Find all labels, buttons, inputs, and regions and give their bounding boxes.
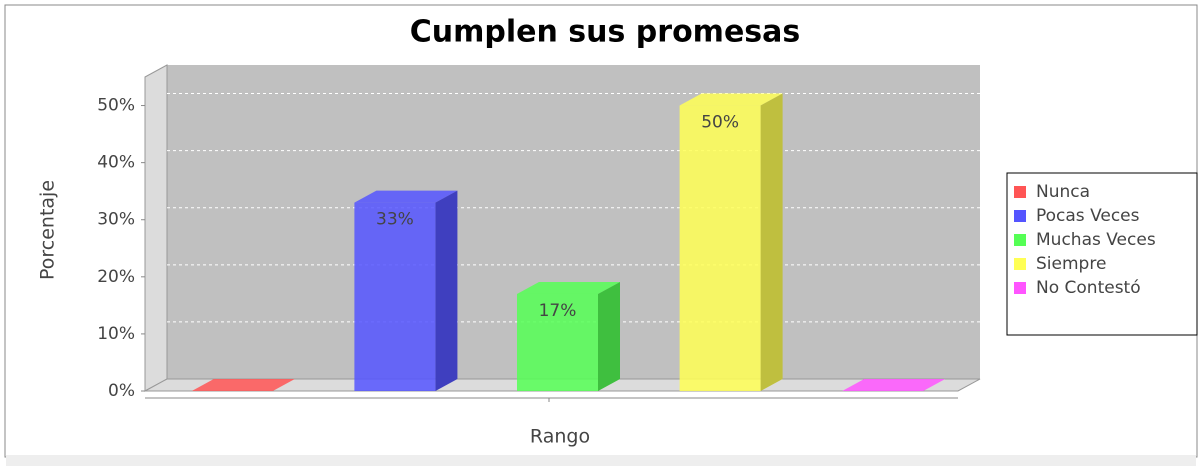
- legend-label: No Contestó: [1036, 278, 1141, 298]
- legend-swatch: [1014, 282, 1026, 294]
- bar-side-shade: [598, 281, 620, 391]
- bar: [679, 105, 761, 391]
- side-wall: [144, 64, 168, 392]
- y-tick-label: 10%: [97, 324, 135, 344]
- x-axis-label: Rango: [530, 426, 590, 448]
- y-tick-label: 0%: [108, 381, 135, 401]
- data-label: 50%: [701, 113, 739, 133]
- y-tick-label: 20%: [97, 267, 135, 287]
- legend-swatch: [1014, 186, 1026, 198]
- legend-label: Nunca: [1036, 182, 1090, 202]
- bar: [354, 202, 436, 391]
- legend-label: Muchas Veces: [1036, 230, 1156, 250]
- bar-top: [679, 93, 783, 106]
- legend-swatch: [1014, 210, 1026, 222]
- legend-label: Siempre: [1036, 254, 1106, 274]
- bar-top: [354, 190, 458, 203]
- bar-side-shade: [760, 93, 783, 391]
- bar-side: [435, 190, 458, 391]
- bar-side: [598, 281, 620, 391]
- data-label: 17%: [539, 301, 577, 321]
- bar-top: [191, 379, 295, 391]
- y-axis-label: Porcentaje: [37, 180, 59, 280]
- bar-top: [517, 281, 620, 294]
- legend-swatch: [1014, 234, 1026, 246]
- bar: [517, 293, 598, 391]
- legend-label: Pocas Veces: [1036, 206, 1140, 226]
- legend-swatch: [1014, 258, 1026, 270]
- y-tick-label: 50%: [97, 96, 135, 116]
- status-strip: [6, 455, 1196, 466]
- chart-title: Cumplen sus promesas: [410, 15, 801, 50]
- y-tick-label: 40%: [97, 153, 135, 173]
- data-label: 33%: [376, 210, 414, 230]
- bar-side-shade: [435, 190, 458, 391]
- legend-box: [1006, 172, 1198, 336]
- bar-top: [842, 379, 946, 391]
- y-tick-label: 30%: [97, 210, 135, 230]
- bar-side: [760, 93, 783, 391]
